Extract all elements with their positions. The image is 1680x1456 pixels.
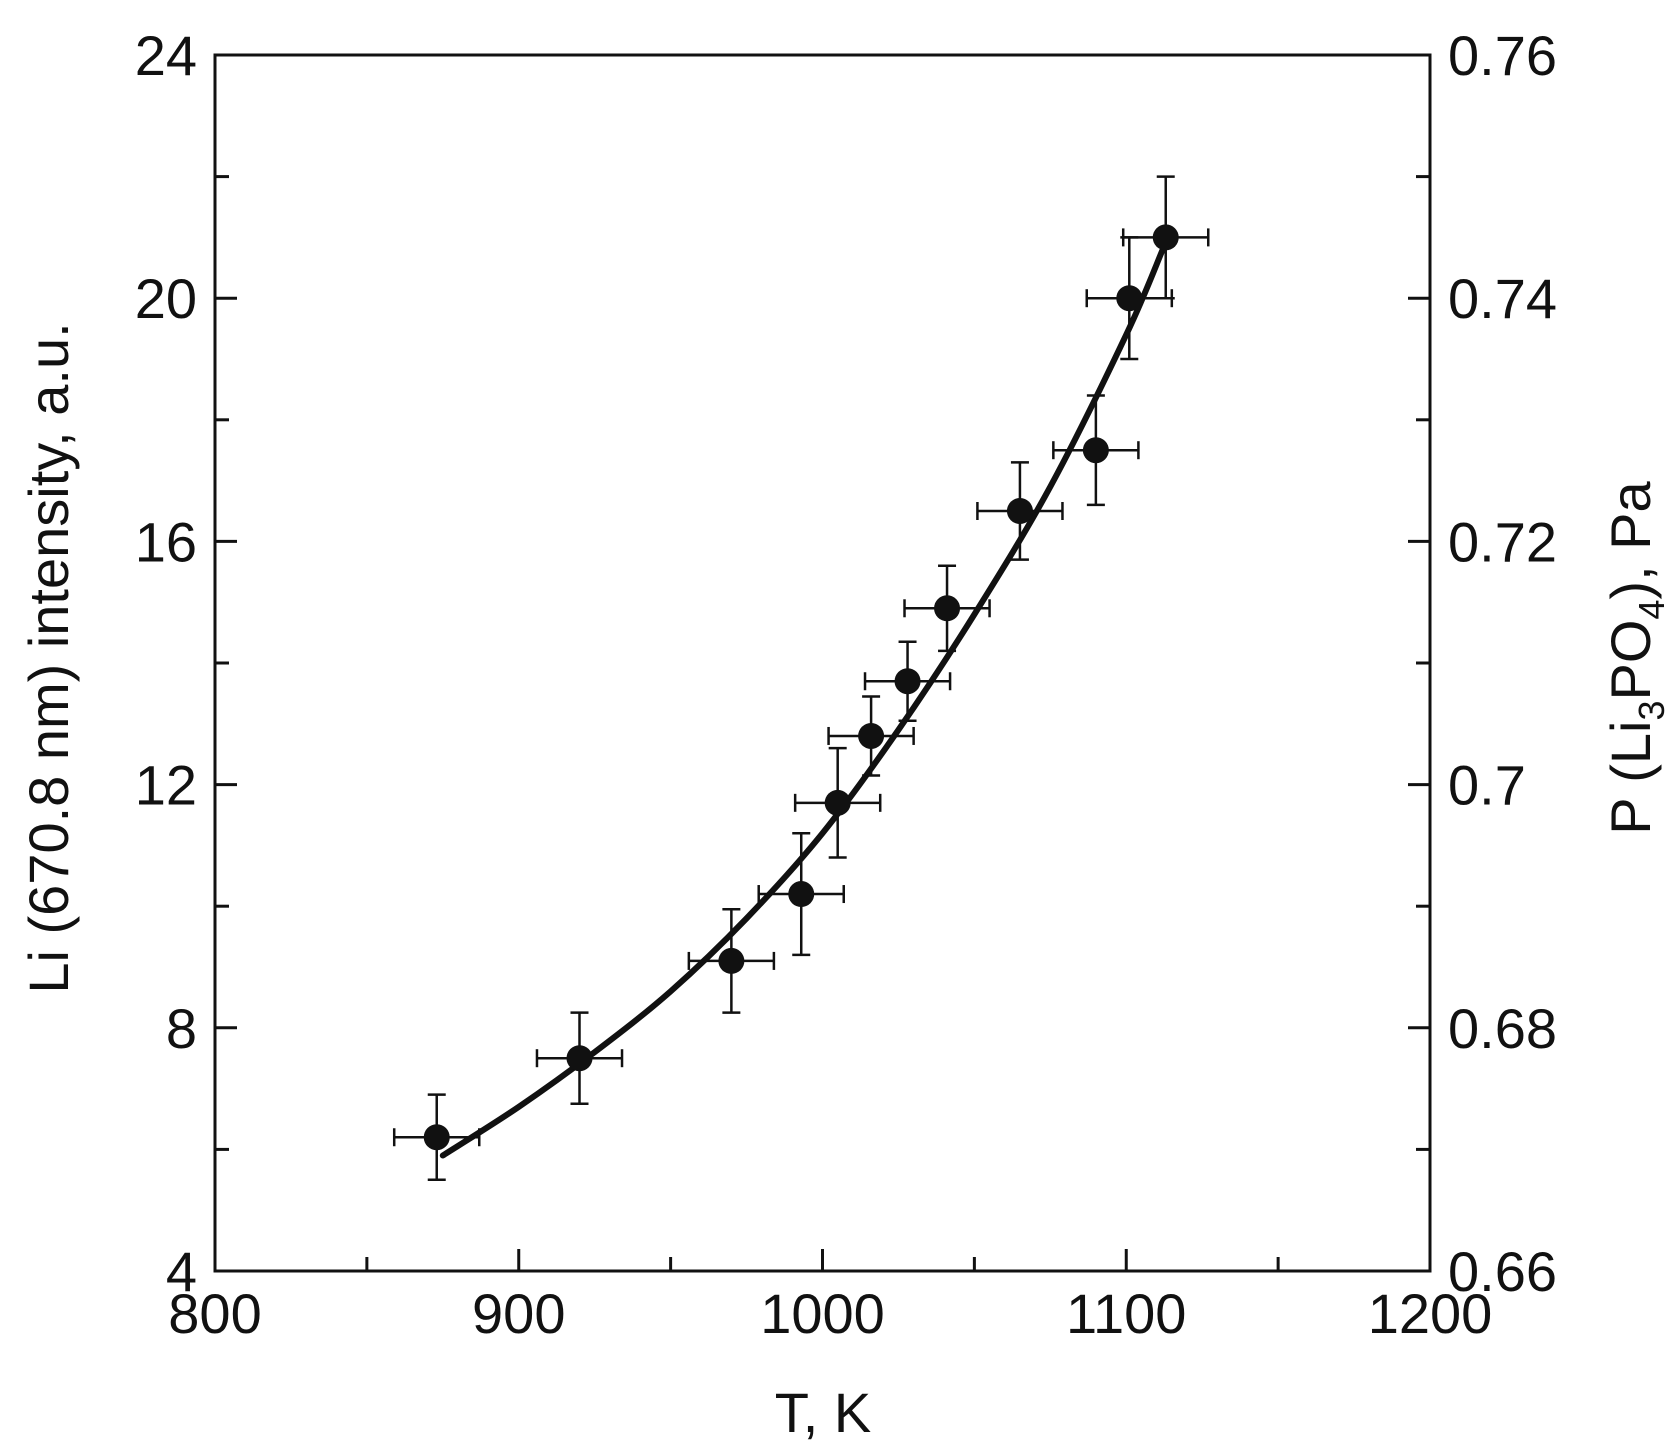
y-tick-label: 4 (166, 1240, 197, 1303)
y2-tick-label: 0.7 (1448, 754, 1526, 817)
x-tick-label: 1100 (1066, 1282, 1186, 1345)
data-point (1116, 285, 1143, 312)
y2-axis-title: P (Li3PO4), Pa (1599, 480, 1672, 834)
y2-tick-label: 0.76 (1448, 24, 1557, 87)
y2-axis-title-prefix: P (Li (1599, 721, 1662, 835)
data-point (566, 1045, 593, 1072)
data-point (423, 1124, 450, 1151)
data-point (718, 947, 745, 974)
data-point (1152, 224, 1179, 251)
x-tick-label: 800 (168, 1282, 261, 1345)
x-tick-label: 900 (472, 1282, 565, 1345)
plot-frame (213, 53, 1432, 1273)
plot-layer: 800 900 1000 1100 1200 4 8 12 16 20 24 0.66 0.68 0.7 0… (135, 24, 1557, 1345)
fit-curve (439, 246, 1166, 1159)
x-axis-title: T, K (775, 1381, 871, 1444)
y-tick-label: 12 (135, 754, 197, 817)
data-point (1006, 498, 1033, 524)
y-tick-label: 24 (135, 24, 197, 87)
x-tick-label: 1200 (1368, 1282, 1493, 1345)
y2-tick-label: 0.72 (1448, 510, 1557, 573)
data-point (894, 668, 921, 695)
data-point (1082, 437, 1109, 464)
data-point (824, 789, 851, 816)
y2-tick-label: 0.74 (1448, 267, 1557, 330)
x-tick-label: 1000 (760, 1282, 885, 1345)
y2-tick-label: 0.68 (1448, 997, 1557, 1060)
data-point (858, 722, 885, 749)
y2-axis-title-sub2: 4 (1631, 600, 1672, 620)
data-point (934, 595, 961, 622)
y-tick-label: 8 (166, 997, 197, 1060)
y-tick-label: 16 (135, 510, 197, 573)
y2-axis-title-sub1: 3 (1631, 701, 1672, 721)
y2-axis-title-suffix: ), Pa (1599, 480, 1662, 599)
y-tick-label: 20 (135, 267, 197, 330)
y-axis-title: Li (670.8 nm) intensity, a.u. (17, 322, 80, 993)
data-point (788, 881, 815, 908)
y2-axis-title-mid: PO (1599, 620, 1662, 701)
y2-tick-label: 0.66 (1448, 1240, 1557, 1303)
